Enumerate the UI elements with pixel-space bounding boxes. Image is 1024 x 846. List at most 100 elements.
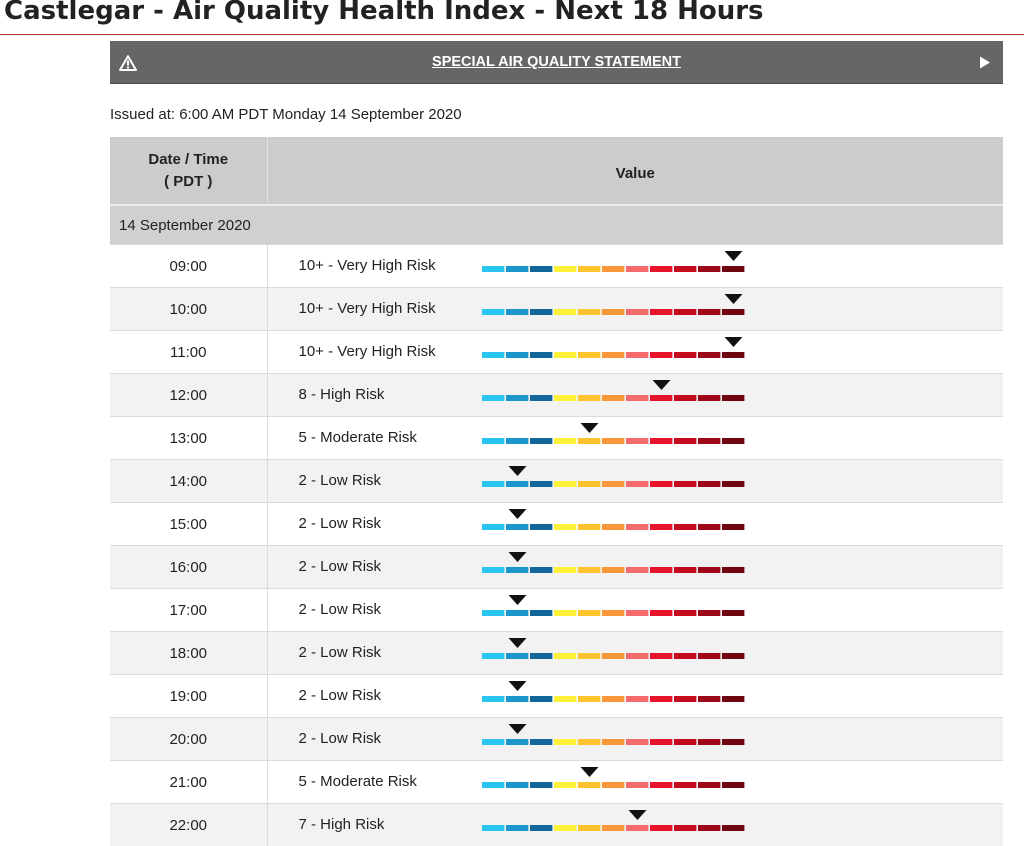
aqhi-scale-segment-7 <box>626 395 648 401</box>
aqhi-scale-segment-4 <box>554 309 576 315</box>
level-marker-icon <box>724 251 742 261</box>
aqhi-scale-segment-9 <box>674 610 696 616</box>
aqhi-scale-segment-11 <box>722 309 744 315</box>
aqhi-scale-segment-11 <box>722 653 744 659</box>
aqhi-scale <box>482 292 748 318</box>
aqhi-scale-segment-5 <box>578 782 600 788</box>
aqhi-scale-segment-3 <box>530 352 552 358</box>
aqhi-scale-segment-9 <box>674 481 696 487</box>
hour-cell: 19:00 <box>110 675 267 718</box>
level-marker-icon <box>724 294 742 304</box>
aqhi-value-cell: 2 - Low Risk <box>267 460 1003 503</box>
aqhi-scale-segment-7 <box>626 739 648 745</box>
aqhi-scale-segment-1 <box>482 309 504 315</box>
aqhi-scale-segment-1 <box>482 352 504 358</box>
aqhi-scale-segment-5 <box>578 438 600 444</box>
aqhi-scale-segment-5 <box>578 610 600 616</box>
level-marker-icon <box>580 423 598 433</box>
aqhi-scale-segment-5 <box>578 524 600 530</box>
aqhi-value-cell: 2 - Low Risk <box>267 632 1003 675</box>
aqhi-scale-segment-3 <box>530 825 552 831</box>
hour-cell: 14:00 <box>110 460 267 503</box>
aqhi-scale-segment-11 <box>722 696 744 702</box>
aqhi-scale-segment-4 <box>554 567 576 573</box>
aqhi-scale-segment-6 <box>602 309 624 315</box>
aqhi-scale-segment-11 <box>722 825 744 831</box>
aqhi-scale-segment-8 <box>650 567 672 573</box>
aqhi-value-cell: 2 - Low Risk <box>267 503 1003 546</box>
play-arrow-icon[interactable] <box>979 56 991 69</box>
risk-label: 2 - Low Risk <box>299 601 382 618</box>
aqhi-scale-segment-5 <box>578 481 600 487</box>
aqhi-scale-segment-3 <box>530 653 552 659</box>
aqhi-scale-segment-8 <box>650 352 672 358</box>
aqhi-scale <box>482 550 748 576</box>
aqhi-scale-segment-1 <box>482 266 504 272</box>
aqhi-scale-segment-5 <box>578 739 600 745</box>
aqhi-scale-segment-2 <box>506 481 528 487</box>
aqhi-scale-segment-2 <box>506 266 528 272</box>
aqhi-scale-segment-6 <box>602 266 624 272</box>
level-marker-icon <box>508 681 526 691</box>
aqhi-scale-segment-7 <box>626 524 648 530</box>
date-group-label: 14 September 2020 <box>110 205 1003 245</box>
aqhi-scale-segment-4 <box>554 352 576 358</box>
aqhi-scale-segment-4 <box>554 825 576 831</box>
aqhi-scale-segment-11 <box>722 567 744 573</box>
aqhi-scale-segment-4 <box>554 653 576 659</box>
aqhi-scale-segment-2 <box>506 567 528 573</box>
aqhi-scale-segment-4 <box>554 610 576 616</box>
aqhi-forecast-table: Date / Time ( PDT ) Value 14 September 2… <box>110 137 1003 846</box>
aqhi-scale-segment-10 <box>698 782 720 788</box>
level-marker-icon <box>580 767 598 777</box>
hour-cell: 12:00 <box>110 374 267 417</box>
aqhi-scale-segment-10 <box>698 696 720 702</box>
aqhi-scale-segment-7 <box>626 825 648 831</box>
aqhi-scale-segment-6 <box>602 524 624 530</box>
aqhi-scale-segment-10 <box>698 352 720 358</box>
aqhi-scale-segment-10 <box>698 567 720 573</box>
aqhi-scale-segment-6 <box>602 653 624 659</box>
aqhi-scale-segment-8 <box>650 481 672 487</box>
aqhi-scale-segment-6 <box>602 610 624 616</box>
aqhi-value-cell: 7 - High Risk <box>267 804 1003 846</box>
aqhi-scale-segment-4 <box>554 395 576 401</box>
aqhi-scale-segment-3 <box>530 481 552 487</box>
aqhi-scale-segment-6 <box>602 438 624 444</box>
aqhi-scale <box>482 378 748 404</box>
aqhi-scale-segment-9 <box>674 653 696 659</box>
aqhi-scale-segment-2 <box>506 696 528 702</box>
hour-cell: 10:00 <box>110 288 267 331</box>
special-statement-banner[interactable]: SPECIAL AIR QUALITY STATEMENT <box>110 41 1003 84</box>
aqhi-scale-segment-7 <box>626 438 648 444</box>
table-row: 19:00 2 - Low Risk <box>110 675 1003 718</box>
aqhi-scale-segment-7 <box>626 782 648 788</box>
special-statement-link[interactable]: SPECIAL AIR QUALITY STATEMENT <box>110 54 1003 70</box>
aqhi-value-cell: 2 - Low Risk <box>267 718 1003 761</box>
aqhi-scale-segment-3 <box>530 610 552 616</box>
risk-label: 2 - Low Risk <box>299 558 382 575</box>
aqhi-scale <box>482 722 748 748</box>
aqhi-scale <box>482 808 748 834</box>
aqhi-scale-segment-10 <box>698 266 720 272</box>
aqhi-scale <box>482 765 748 791</box>
aqhi-scale-segment-11 <box>722 352 744 358</box>
risk-label: 2 - Low Risk <box>299 687 382 704</box>
aqhi-scale-segment-3 <box>530 395 552 401</box>
aqhi-scale-segment-11 <box>722 266 744 272</box>
level-marker-icon <box>724 337 742 347</box>
aqhi-scale-segment-10 <box>698 395 720 401</box>
aqhi-scale-segment-2 <box>506 352 528 358</box>
aqhi-value-cell: 10+ - Very High Risk <box>267 245 1003 288</box>
hour-cell: 13:00 <box>110 417 267 460</box>
aqhi-scale-segment-6 <box>602 395 624 401</box>
aqhi-scale-segment-4 <box>554 438 576 444</box>
aqhi-scale-segment-8 <box>650 266 672 272</box>
aqhi-scale-segment-4 <box>554 696 576 702</box>
aqhi-scale <box>482 593 748 619</box>
hour-cell: 17:00 <box>110 589 267 632</box>
